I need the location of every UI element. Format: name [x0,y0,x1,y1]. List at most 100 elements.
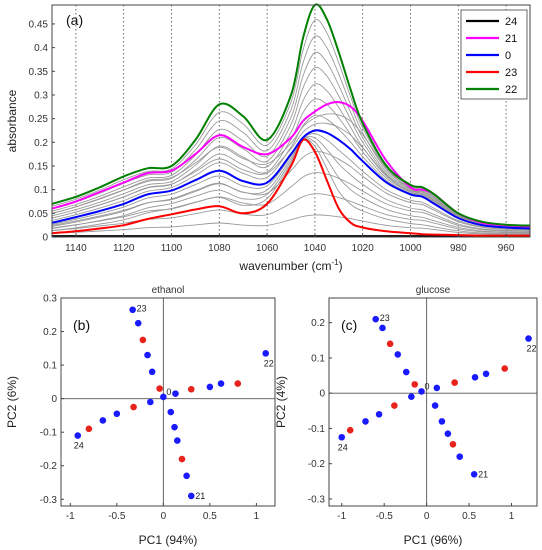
x-tick-label: -0.5 [108,511,126,522]
score-point [113,410,121,418]
score-point [160,393,167,401]
x-tick-label: 1080 [208,243,231,254]
y-axis-label: PC2 (4%) [274,376,288,428]
score-point [386,340,394,348]
series-line-0 [51,129,531,230]
x-tick-labels: -1 -0.5 0 0.5 1 [337,503,515,522]
x-tick-label: 0.5 [203,511,217,522]
score-point [134,319,142,327]
x-tick-label: 1040 [304,243,327,254]
score-point [338,433,346,441]
point-label: 21 [478,469,488,479]
score-point [379,324,386,332]
y-tick-label: 0.1 [311,353,325,364]
y-tick-label: 0.1 [43,361,57,372]
background-spectrum-line [51,113,531,228]
score-point [74,432,82,439]
y-tick-label: -0.1 [40,428,58,439]
chart-title: ethanol [152,285,185,296]
score-point [129,306,136,314]
score-point [183,472,190,480]
y-tick-label: 0.05 [29,209,49,220]
score-point [470,470,478,478]
y-tick-label: 0.25 [29,114,49,125]
score-point [217,380,225,387]
background-spectrum-line [51,98,531,229]
y-tick-label: 0.2 [311,318,325,329]
score-point [99,417,107,424]
score-point [144,351,151,359]
x-tick-label: 0 [161,511,167,522]
x-axis-label: PC1 (94%) [139,533,198,547]
x-axis-label-superscript: -1 [331,258,339,267]
score-point [418,388,425,395]
x-tick-label: -1 [337,511,346,522]
zero-axes [61,298,275,506]
score-point [187,492,195,500]
y-tick-label: 0.1 [34,185,48,196]
y-tick-label: 0.45 [29,19,49,30]
background-spectrum-line [51,66,531,228]
score-point [362,418,369,425]
point-label: 22 [264,358,274,368]
y-axis-label: absorbance [5,89,19,152]
score-point [525,335,532,342]
series-line-23 [51,138,530,237]
score-point [346,426,354,434]
y-tick-label: 0.4 [34,43,48,54]
plot-frame [328,297,538,507]
score-point [172,390,179,397]
score-point [482,370,490,378]
point-label: 22 [527,344,537,354]
legend-label-22: 22 [505,84,517,96]
x-tick-label: -0.5 [376,511,394,522]
y-tick-label: -0.1 [308,424,326,435]
y-tick-label: 0 [42,233,48,244]
x-tick-label: 1 [509,511,515,522]
point-label: 21 [195,491,205,501]
legend-label-0: 0 [505,50,511,62]
legend: 24 21 0 23 22 [460,9,528,100]
x-tick-label: 960 [498,243,515,254]
x-tick-label: 1060 [256,243,279,254]
point-label: 24 [74,441,84,451]
score-point [174,437,181,444]
panel-label: (b) [73,317,90,333]
background-spectrum-line [51,137,531,233]
glucose-pca-panel: 23 0 24 22 21 -1 -0.5 0 0.5 1 -0.3 -0.2 -0.1 0 0.1 0.… [274,285,538,547]
score-point [471,374,479,381]
point-label: 24 [338,442,348,452]
background-spectrum-line [51,138,531,235]
legend-label-21: 21 [505,33,517,45]
point-label: 0 [166,387,171,397]
score-point [85,425,93,433]
score-point [147,398,154,406]
score-point [206,383,214,391]
x-tick-label: 1000 [399,243,422,254]
y-tick-label: -0.2 [40,461,58,472]
x-axis-label: wavenumber (cm-1) [238,258,342,273]
background-spectrum-line [51,122,531,229]
score-point [262,350,269,357]
x-axis-label-end: ) [339,259,343,273]
score-point [501,365,509,372]
score-point [234,380,242,387]
x-axis-label-main: wavenumber (cm [238,259,331,273]
x-tick-label: 1 [254,511,260,522]
score-point [411,381,419,388]
score-point [187,385,195,393]
y-tick-labels: -0.3 -0.2 -0.1 0 0.1 0.2 [308,318,332,505]
zero-axes [329,298,537,506]
score-point [438,418,446,425]
chart-title: glucose [416,285,451,296]
background-spectrum-line [51,35,531,227]
score-point [449,441,457,448]
x-tick-label: 1140 [65,243,87,254]
x-tick-label: 1120 [113,243,135,254]
score-points: 23 0 24 22 21 [74,304,274,501]
score-point [178,455,186,463]
x-tick-label: 0.5 [462,511,476,522]
x-tick-labels: -1 -0.5 0 0.5 1 [66,503,260,522]
panel-label: (c) [341,317,357,333]
score-point [375,411,383,418]
